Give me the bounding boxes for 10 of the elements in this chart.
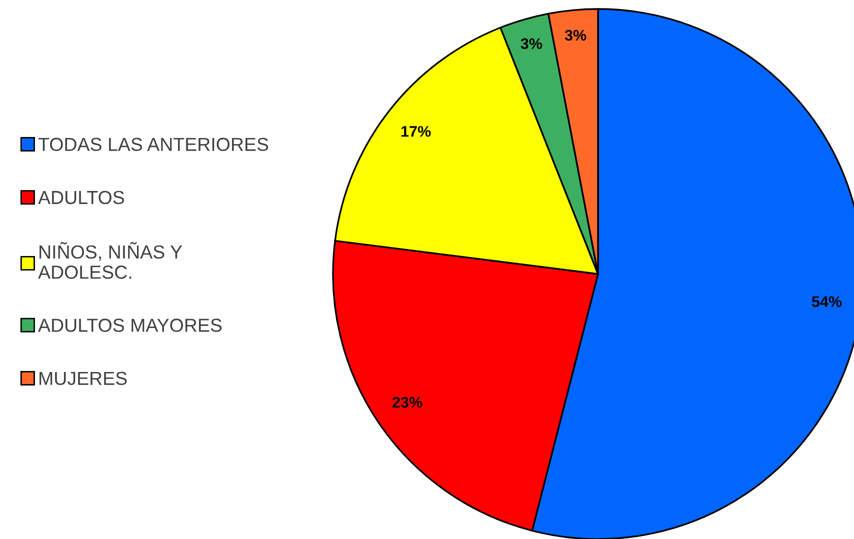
legend-label: ADULTOS MAYORES [38,318,222,332]
data-label: 17% [402,126,431,137]
data-label: 3% [520,38,542,50]
legend-label: NIÑOS, NIÑAS Y ADOLESC. [38,242,182,279]
legend-label: MUJERES [40,372,127,386]
data-label: 23% [392,396,422,408]
legend-label: ADULTOS [38,190,124,204]
data-label: 3% [564,30,586,41]
legend-label: TODAS LAS ANTERIORES [38,138,268,152]
data-label: 54% [812,296,842,307]
